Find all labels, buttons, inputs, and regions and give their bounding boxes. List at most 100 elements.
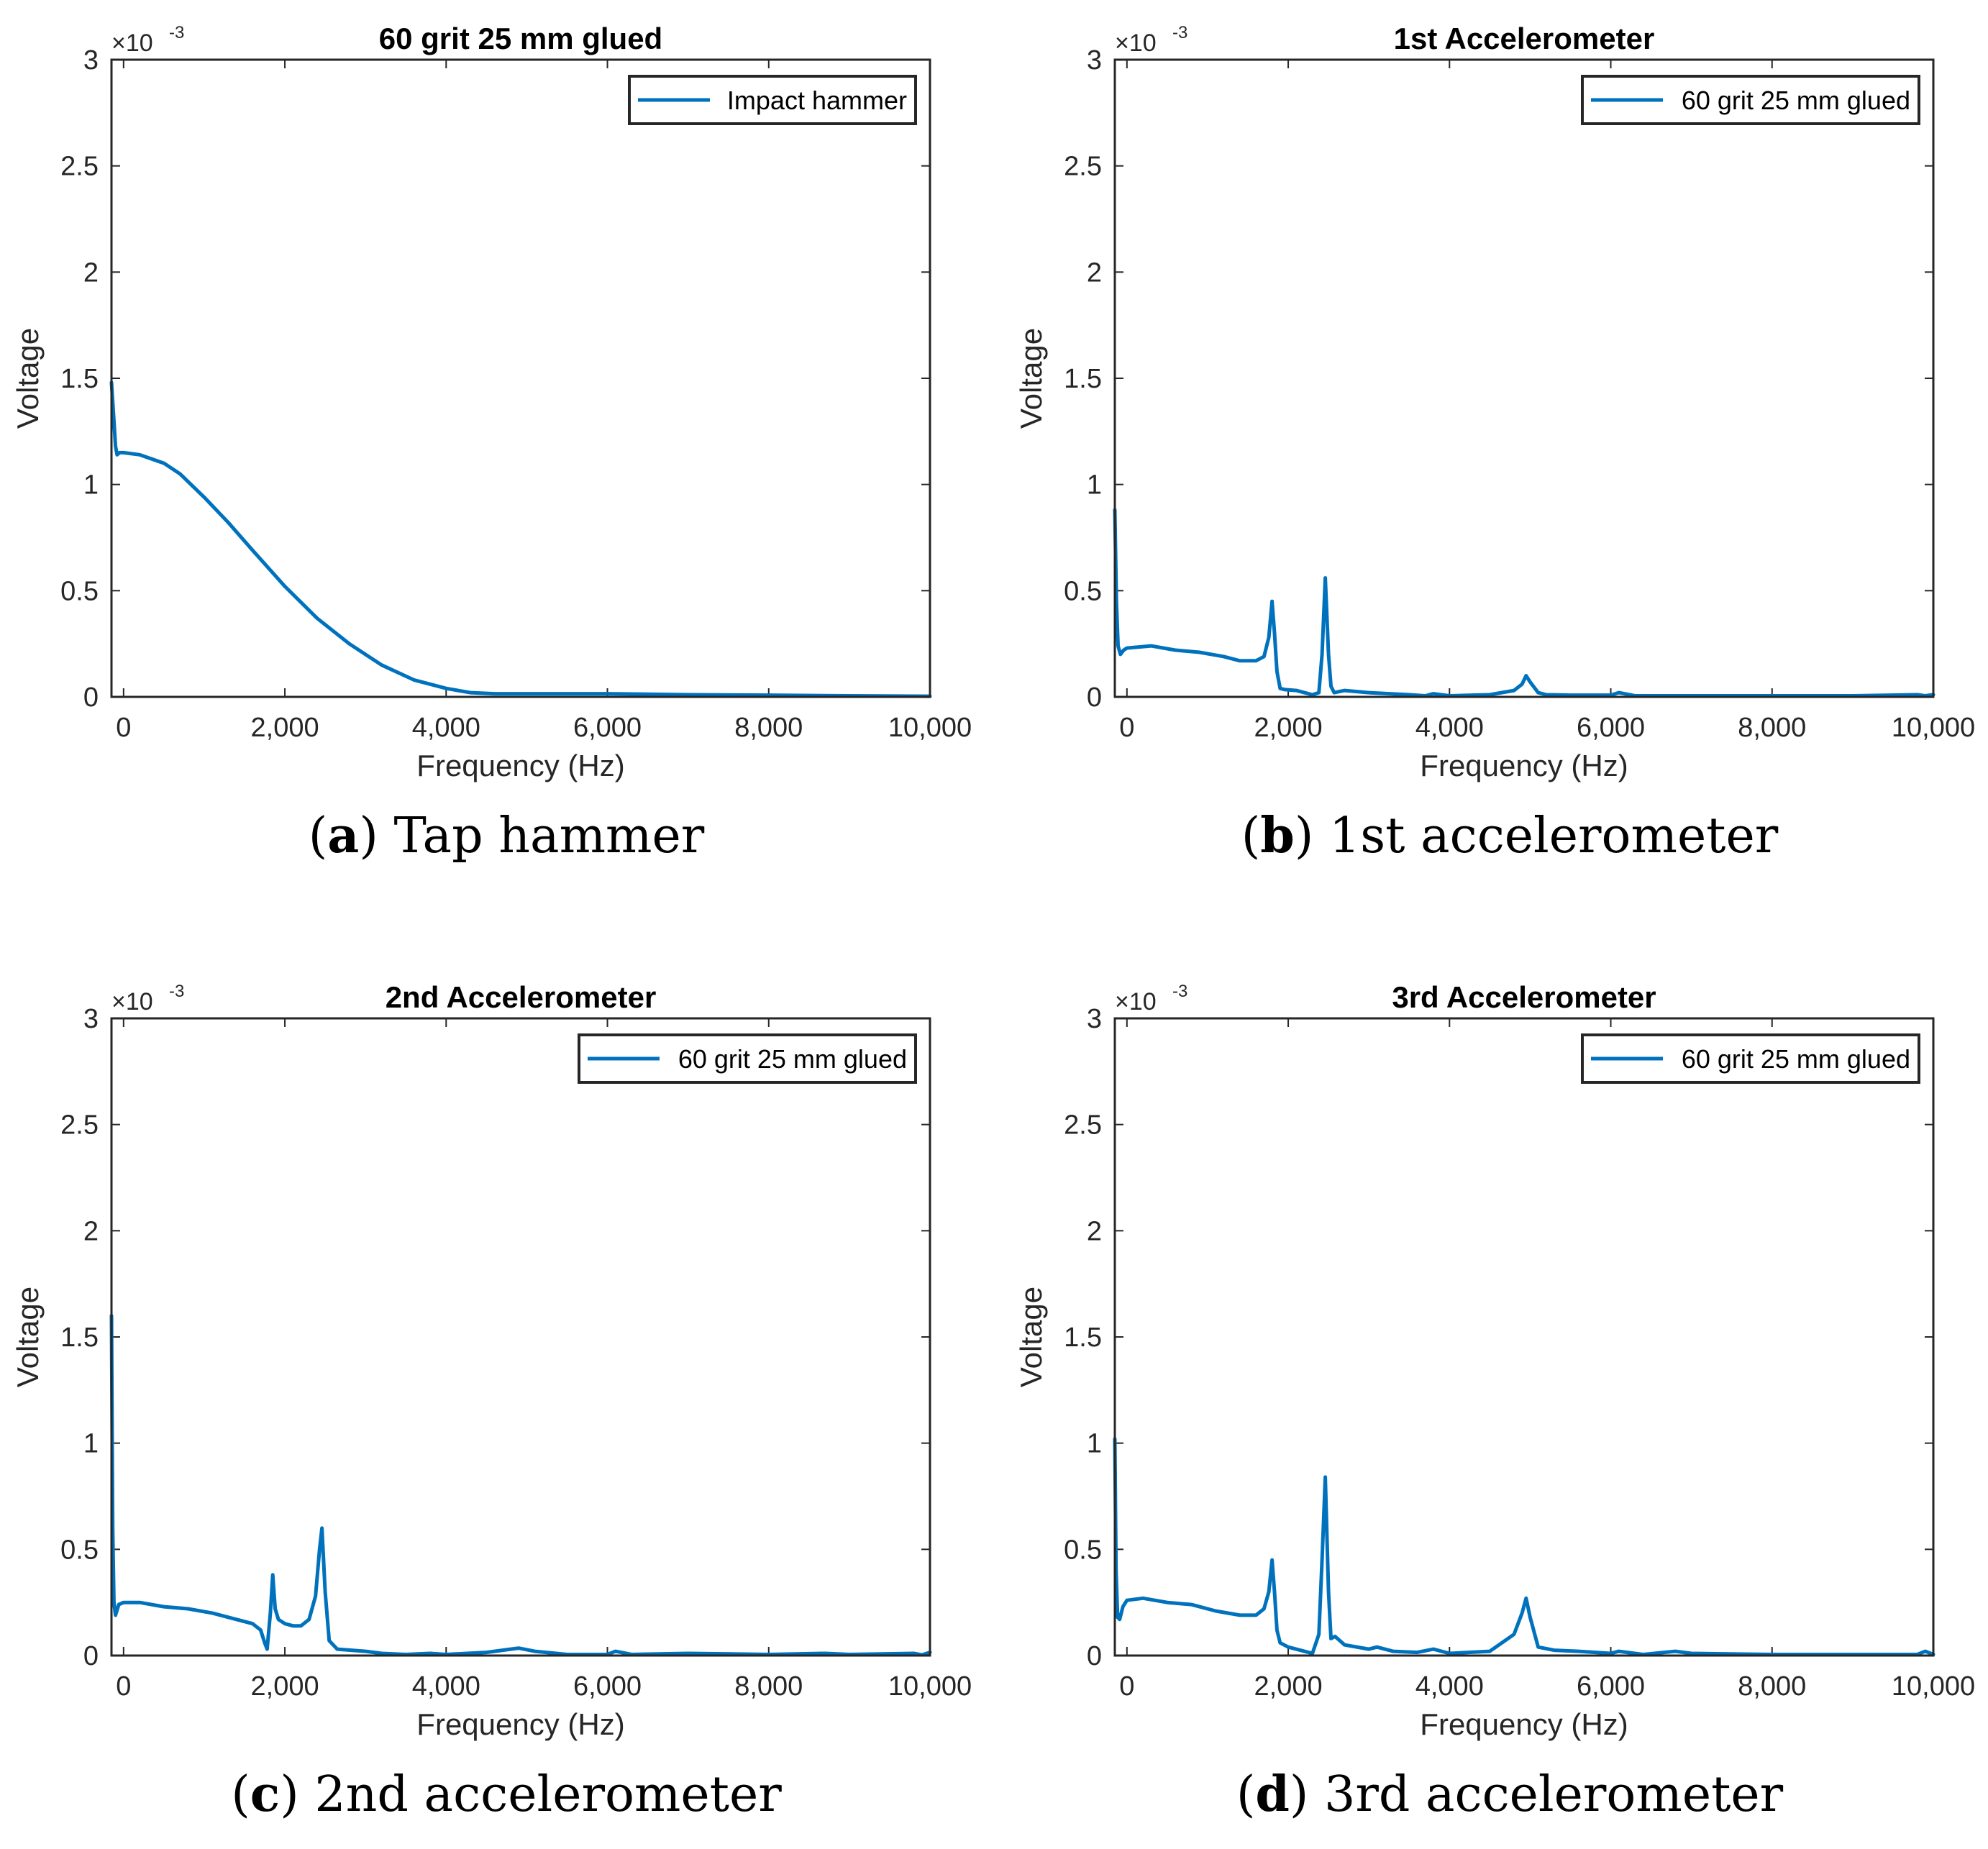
y-tick-label: 2.5 bbox=[1064, 1110, 1102, 1141]
x-tick-label: 2,000 bbox=[1254, 1671, 1323, 1702]
x-tick-label: 4,000 bbox=[1415, 713, 1484, 743]
caption-close-paren: ) bbox=[280, 1766, 314, 1823]
y-tick-label: 0 bbox=[1087, 682, 1102, 713]
y-tick-label: 2 bbox=[1087, 257, 1102, 288]
x-tick-label: 10,000 bbox=[1892, 713, 1975, 743]
panel-caption: (d) 3rd accelerometer bbox=[1236, 1766, 1784, 1823]
y-axis-label: Voltage bbox=[11, 1287, 45, 1387]
x-tick-label: 10,000 bbox=[888, 713, 972, 743]
caption-open-paren: ( bbox=[309, 808, 328, 864]
y-tick-label: 1.5 bbox=[60, 364, 99, 394]
chart-title: 1st Accelerometer bbox=[1394, 22, 1655, 55]
axis-multiplier-exponent: -3 bbox=[169, 23, 184, 42]
x-tick-label: 10,000 bbox=[888, 1671, 972, 1702]
y-tick-label: 3 bbox=[83, 45, 99, 76]
axis-multiplier: ×10 bbox=[111, 29, 153, 57]
chart-title: 60 grit 25 mm glued bbox=[379, 22, 662, 55]
chart-panel-a: 0 2,000 4,000 6,000 8,000 10,000 0 0.5 1 1.5 2 2.5 3… bbox=[11, 22, 972, 864]
caption-text: Tap hammer bbox=[393, 808, 704, 864]
legend-label: 60 grit 25 mm glued bbox=[678, 1044, 907, 1074]
legend-label: 60 grit 25 mm glued bbox=[1682, 86, 1910, 115]
caption-open-paren: ( bbox=[1241, 808, 1261, 864]
caption-open-paren: ( bbox=[1236, 1766, 1256, 1823]
panel-caption: (a) Tap hammer bbox=[309, 807, 705, 864]
x-tick-label: 4,000 bbox=[1415, 1671, 1484, 1702]
y-tick-label: 0 bbox=[1087, 1641, 1102, 1671]
axis-multiplier: ×10 bbox=[1115, 988, 1157, 1015]
y-tick-label: 0 bbox=[83, 682, 99, 713]
plot-area bbox=[111, 1018, 930, 1656]
x-tick-label: 8,000 bbox=[734, 1671, 803, 1702]
x-tick-label: 2,000 bbox=[251, 713, 319, 743]
x-tick-label: 8,000 bbox=[1738, 1671, 1806, 1702]
y-tick-label: 1.5 bbox=[1064, 364, 1102, 394]
y-tick-label: 3 bbox=[1087, 45, 1102, 76]
y-tick-label: 1.5 bbox=[60, 1323, 99, 1353]
caption-text: 1st accelerometer bbox=[1329, 808, 1779, 864]
y-tick-label: 0.5 bbox=[60, 1535, 99, 1565]
y-tick-label: 2.5 bbox=[1064, 152, 1102, 182]
axis-multiplier-exponent: -3 bbox=[1172, 982, 1187, 1001]
y-tick-label: 1.5 bbox=[1064, 1323, 1102, 1353]
x-tick-label: 0 bbox=[1119, 713, 1134, 743]
x-axis-label: Frequency (Hz) bbox=[416, 1707, 624, 1741]
y-tick-label: 1 bbox=[1087, 1429, 1102, 1459]
caption-text: 3rd accelerometer bbox=[1324, 1766, 1784, 1823]
y-tick-label: 2.5 bbox=[60, 152, 99, 182]
y-tick-label: 2 bbox=[1087, 1216, 1102, 1246]
y-tick-label: 0.5 bbox=[1064, 576, 1102, 606]
y-axis-label: Voltage bbox=[1014, 328, 1048, 429]
axis-multiplier: ×10 bbox=[1115, 29, 1157, 57]
y-tick-label: 2 bbox=[83, 1216, 99, 1246]
x-tick-label: 4,000 bbox=[412, 713, 480, 743]
y-tick-label: 3 bbox=[83, 1004, 99, 1034]
x-tick-label: 6,000 bbox=[1577, 713, 1645, 743]
x-axis-label: Frequency (Hz) bbox=[1420, 1707, 1628, 1741]
panel-caption: (b) 1st accelerometer bbox=[1241, 807, 1779, 864]
x-tick-label: 8,000 bbox=[1738, 713, 1806, 743]
y-tick-label: 1 bbox=[83, 1429, 99, 1459]
caption-close-paren: ) bbox=[359, 808, 393, 864]
chart-panel-b: 0 2,000 4,000 6,000 8,000 10,000 0 0.5 1 1.5 2 2.5 3… bbox=[1014, 22, 1975, 864]
axis-multiplier-exponent: -3 bbox=[1172, 23, 1187, 42]
caption-letter: c bbox=[250, 1766, 280, 1823]
y-tick-label: 0.5 bbox=[60, 576, 99, 606]
y-axis-label: Voltage bbox=[1014, 1287, 1048, 1387]
x-tick-label: 6,000 bbox=[1577, 1671, 1645, 1702]
x-tick-label: 0 bbox=[116, 1671, 131, 1702]
axes-box bbox=[1113, 1017, 1935, 1657]
series-line-0 bbox=[109, 1314, 932, 1657]
caption-text: 2nd accelerometer bbox=[314, 1766, 782, 1823]
y-tick-label: 2.5 bbox=[60, 1110, 99, 1141]
x-tick-label: 6,000 bbox=[573, 1671, 642, 1702]
y-tick-label: 0.5 bbox=[1064, 1535, 1102, 1565]
x-axis-label: Frequency (Hz) bbox=[1420, 749, 1628, 782]
chart-panel-c: 0 2,000 4,000 6,000 8,000 10,000 0 0.5 1 1.5 2 2.5 3… bbox=[11, 980, 972, 1823]
axes-box bbox=[110, 58, 931, 698]
x-tick-label: 4,000 bbox=[412, 1671, 480, 1702]
axis-multiplier: ×10 bbox=[111, 988, 153, 1015]
caption-close-paren: ) bbox=[1295, 808, 1329, 864]
legend-label: 60 grit 25 mm glued bbox=[1682, 1044, 1910, 1074]
caption-letter: d bbox=[1255, 1766, 1290, 1823]
y-tick-label: 0 bbox=[83, 1641, 99, 1671]
plot-area bbox=[1115, 1018, 1933, 1656]
panel-caption: (c) 2nd accelerometer bbox=[231, 1766, 782, 1823]
axes-box bbox=[110, 1017, 931, 1657]
plot-area bbox=[111, 60, 930, 697]
axes-box bbox=[1113, 58, 1935, 698]
axis-multiplier-exponent: -3 bbox=[169, 982, 184, 1001]
y-axis-label: Voltage bbox=[11, 328, 45, 429]
caption-letter: a bbox=[327, 807, 359, 864]
x-tick-label: 8,000 bbox=[734, 713, 803, 743]
y-tick-label: 1 bbox=[83, 470, 99, 501]
y-tick-label: 1 bbox=[1087, 470, 1102, 501]
x-tick-label: 0 bbox=[1119, 1671, 1134, 1702]
y-tick-label: 3 bbox=[1087, 1004, 1102, 1034]
chart-title: 2nd Accelerometer bbox=[386, 980, 657, 1014]
x-tick-label: 2,000 bbox=[1254, 713, 1323, 743]
caption-close-paren: ) bbox=[1290, 1766, 1324, 1823]
series-line-0 bbox=[1113, 1437, 1935, 1656]
x-tick-label: 6,000 bbox=[573, 713, 642, 743]
